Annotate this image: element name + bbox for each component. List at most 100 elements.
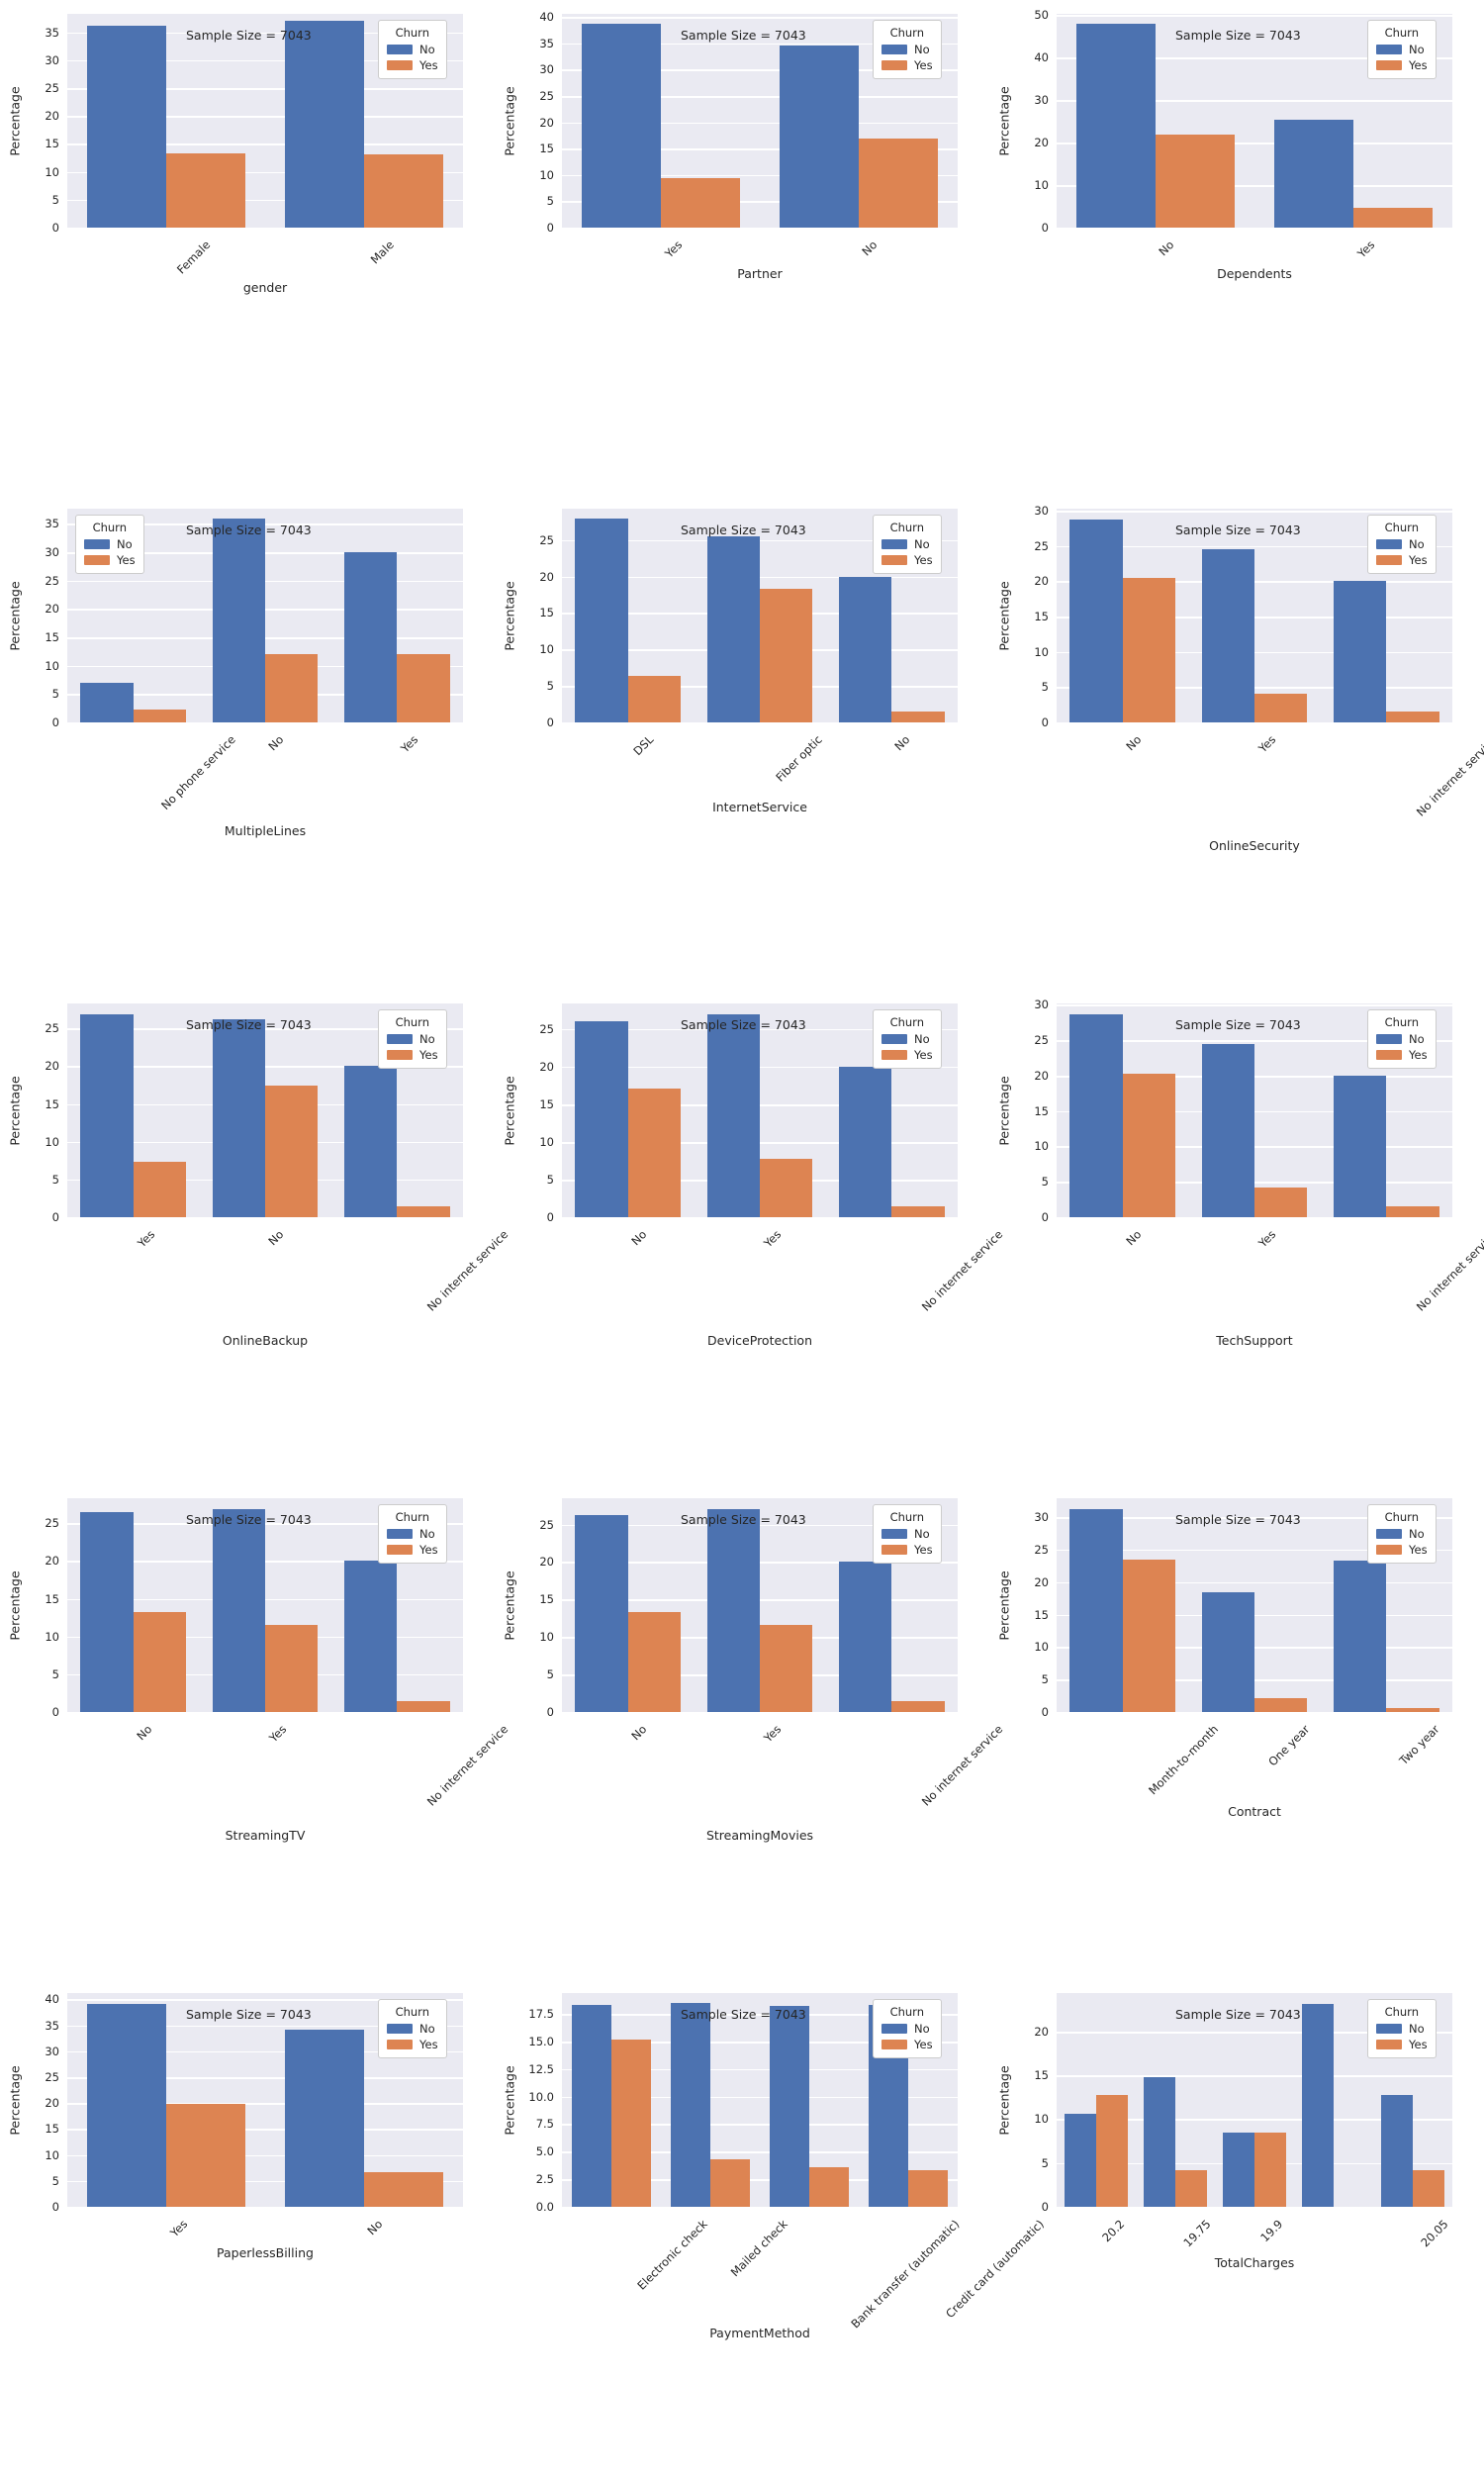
legend-swatch-icon	[84, 539, 110, 549]
legend-item-yes[interactable]: Yes	[84, 553, 136, 567]
y-tick-label: 30	[1034, 1510, 1049, 1525]
y-tick-label: 15	[45, 1591, 59, 1606]
bar-yes	[1254, 1187, 1308, 1217]
chart-panel-Partner: Percentage 0 5 10 15 20 25 30 35 40 Sample Size = …	[495, 0, 989, 495]
legend-title: Churn	[1384, 1510, 1419, 1524]
x-tick-labels: 20.2 19.75 19.9 20.05	[1057, 2209, 1452, 2249]
chart-legend[interactable]: Churn No Yes	[378, 1504, 447, 1564]
legend-item-no[interactable]: No	[387, 1527, 438, 1541]
sample-size-annotation: Sample Size = 7043	[681, 2007, 806, 2022]
chart-legend[interactable]: Churn No Yes	[873, 1504, 942, 1564]
legend-item-yes[interactable]: Yes	[387, 58, 438, 72]
y-tick-label: 25	[1034, 538, 1049, 553]
chart-legend[interactable]: Churn No Yes	[1367, 1999, 1437, 2058]
legend-item-yes[interactable]: Yes	[1376, 2038, 1428, 2051]
legend-item-yes[interactable]: Yes	[881, 553, 933, 567]
x-tick-label: No	[1156, 238, 1177, 259]
bar-no	[1069, 519, 1123, 722]
legend-item-yes[interactable]: Yes	[1376, 553, 1428, 567]
legend-item-no[interactable]: No	[1376, 537, 1428, 551]
x-tick-labels: No Yes No internet service	[67, 1714, 511, 1808]
legend-item-no[interactable]: No	[387, 1032, 438, 1046]
legend-item-no[interactable]: No	[84, 537, 136, 551]
legend-item-label: Yes	[914, 1543, 933, 1557]
chart-legend[interactable]: Churn No Yes	[873, 1999, 942, 2058]
x-tick-label: Yes	[266, 1722, 290, 1746]
plot-area	[67, 1003, 463, 1217]
x-tick-label: No	[1122, 1227, 1144, 1249]
legend-item-yes[interactable]: Yes	[1376, 1543, 1428, 1557]
chart-legend[interactable]: Churn No Yes	[873, 20, 942, 79]
legend-item-no[interactable]: No	[881, 1032, 933, 1046]
x-axis-label: gender	[242, 280, 288, 296]
legend-item-no[interactable]: No	[1376, 1527, 1428, 1541]
legend-item-no[interactable]: No	[881, 43, 933, 56]
chart-legend[interactable]: Churn No Yes	[1367, 1009, 1437, 1069]
chart-legend[interactable]: Churn No Yes	[378, 1009, 447, 1069]
chart-legend[interactable]: Churn No Yes	[1367, 515, 1437, 574]
y-tick-label: 10	[45, 1629, 59, 1644]
legend-item-yes[interactable]: Yes	[387, 1543, 438, 1557]
legend-item-label: Yes	[419, 2038, 438, 2051]
legend-item-no[interactable]: No	[1376, 2022, 1428, 2036]
gridline	[562, 1524, 958, 1527]
legend-swatch-icon	[387, 2040, 413, 2049]
y-tick-label: 10	[1034, 644, 1049, 659]
x-axis-spine	[1057, 1217, 1452, 1219]
legend-item-no[interactable]: No	[881, 2022, 933, 2036]
legend-swatch-icon	[881, 60, 907, 70]
y-tick-label: 0	[1041, 1210, 1049, 1224]
chart-legend[interactable]: Churn No Yes	[1367, 1504, 1437, 1564]
legend-item-yes[interactable]: Yes	[881, 2038, 933, 2051]
chart-legend[interactable]: Churn No Yes	[378, 20, 447, 79]
legend-item-no[interactable]: No	[881, 1527, 933, 1541]
legend-item-no[interactable]: No	[387, 2022, 438, 2036]
y-tick-labels: 0 10 20 30 40 50	[989, 8, 1055, 235]
legend-item-no[interactable]: No	[1376, 43, 1428, 56]
chart-legend[interactable]: Churn No Yes	[378, 1999, 447, 2058]
legend-item-no[interactable]: No	[1376, 1032, 1428, 1046]
legend-title: Churn	[395, 1015, 429, 1029]
legend-item-yes[interactable]: Yes	[1376, 58, 1428, 72]
bar-no	[1201, 1591, 1254, 1712]
gridline	[1057, 1146, 1452, 1149]
legend-item-yes[interactable]: Yes	[387, 2038, 438, 2051]
legend-item-label: No	[914, 1527, 930, 1541]
legend-swatch-icon	[387, 2024, 413, 2034]
plot-area	[67, 1993, 463, 2207]
x-tick-label: No	[627, 1722, 649, 1744]
legend-item-yes[interactable]: Yes	[881, 58, 933, 72]
x-tick-label: Female	[173, 238, 214, 277]
legend-item-yes[interactable]: Yes	[387, 1048, 438, 1062]
chart-panel-TechSupport: Percentage 0 5 10 15 20 25 30 Sample Size = 7043…	[989, 990, 1484, 1484]
chart-legend[interactable]: Churn No Yes	[873, 1009, 942, 1069]
bar-no	[1274, 119, 1353, 228]
x-axis-label: OnlineBackup	[222, 1333, 309, 1349]
legend-item-yes[interactable]: Yes	[881, 1048, 933, 1062]
x-tick-label: No	[265, 732, 287, 754]
legend-swatch-icon	[881, 2024, 907, 2034]
chart-legend[interactable]: Churn No Yes	[1367, 20, 1437, 79]
legend-item-no[interactable]: No	[881, 537, 933, 551]
y-tick-label: 15	[45, 2122, 59, 2137]
chart-legend[interactable]: Churn No Yes	[873, 515, 942, 574]
legend-swatch-icon	[881, 539, 907, 549]
y-tick-label: 5	[51, 1172, 59, 1187]
sample-size-annotation: Sample Size = 7043	[681, 1512, 806, 1527]
legend-item-label: No	[914, 2022, 930, 2036]
sample-size-annotation: Sample Size = 7043	[186, 2007, 312, 2022]
y-tick-label: 20	[1034, 1068, 1049, 1083]
legend-item-yes[interactable]: Yes	[1376, 1048, 1428, 1062]
x-tick-label: Month-to-month	[1145, 1722, 1221, 1798]
bar-yes	[710, 2159, 750, 2207]
y-tick-label: 35	[45, 2018, 59, 2033]
gridline	[1057, 1517, 1452, 1519]
x-tick-label: 19.75	[1180, 2217, 1214, 2250]
legend-item-yes[interactable]: Yes	[881, 1543, 933, 1557]
x-tick-label: 20.2	[1099, 2217, 1128, 2245]
bar-no	[80, 682, 134, 722]
chart-panel-PaperlessBilling: Percentage 0 5 10 15 20 25 30 35 40 Sample Size = …	[0, 1979, 495, 2474]
x-axis-spine	[1057, 722, 1452, 724]
chart-legend[interactable]: Churn No Yes	[75, 515, 144, 574]
legend-item-no[interactable]: No	[387, 43, 438, 56]
